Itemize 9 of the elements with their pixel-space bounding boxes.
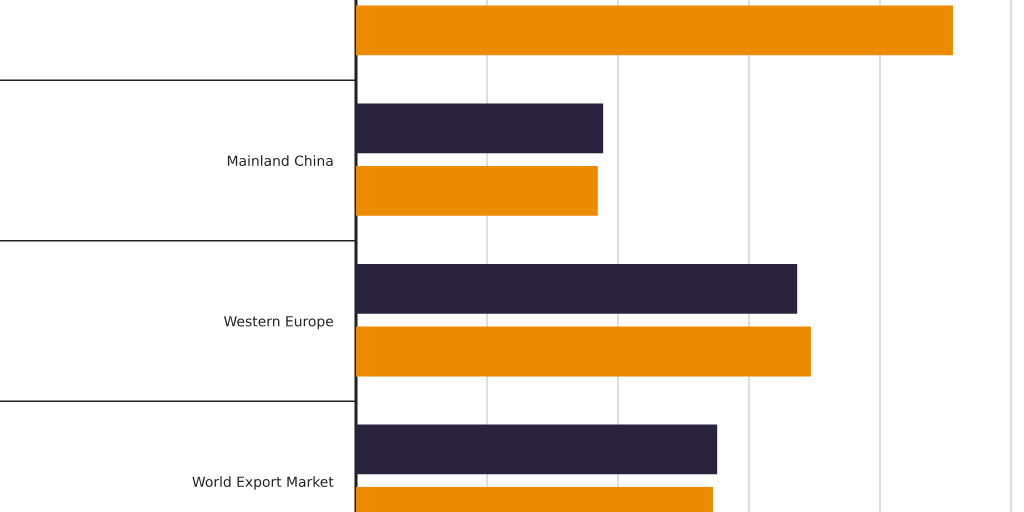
bar: [356, 103, 604, 154]
bar: [356, 424, 718, 475]
y-tick-label: Western Europe: [224, 316, 334, 330]
bar: [356, 326, 811, 377]
bar: [356, 5, 953, 56]
y-tick-label: Mainland China: [227, 155, 333, 166]
bar: [356, 166, 598, 216]
y-tick-label: World Export Market: [192, 476, 334, 490]
bar: [356, 264, 798, 314]
